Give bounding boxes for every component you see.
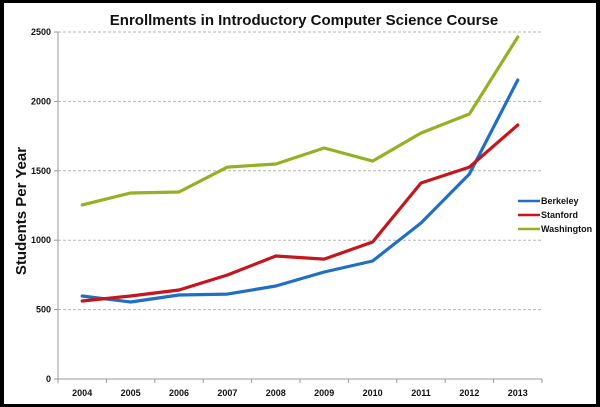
x-tick-label: 2005 (121, 388, 141, 398)
x-tick-label: 2006 (169, 388, 189, 398)
series-line-stanford (80, 123, 520, 303)
x-tick-label: 2010 (363, 388, 383, 398)
legend: Berkeley Stanford Washington (518, 196, 592, 234)
gridlines (58, 31, 542, 311)
y-tick-label: 2000 (31, 96, 51, 106)
x-tick-label: 2008 (266, 388, 286, 398)
y-tick-label: 2500 (31, 27, 51, 37)
chart-title: Enrollments in Introductory Computer Sci… (110, 12, 498, 29)
series-line-washington (80, 35, 520, 207)
y-tick-label: 1000 (31, 235, 51, 245)
x-tick-label: 2009 (314, 388, 334, 398)
y-axis-label: Students Per Year (13, 147, 30, 275)
x-tick-label: 2004 (72, 388, 92, 398)
y-tick-labels: 0 500 1000 1500 2000 2500 (31, 27, 51, 384)
x-tick-label: 2007 (217, 388, 237, 398)
x-tick-label: 2011 (411, 388, 431, 398)
y-tick-label: 0 (46, 374, 51, 384)
chart-canvas: Enrollments in Introductory Computer Sci… (4, 3, 596, 404)
series-lines (80, 35, 520, 304)
series-line-berkeley (80, 78, 520, 304)
legend-label-stanford: Stanford (541, 210, 578, 220)
x-tick-labels: 2004 2005 2006 2007 2008 2009 2010 2011 2012 2013 (72, 388, 528, 398)
legend-label-washington: Washington (541, 224, 592, 234)
axes (54, 31, 543, 383)
y-tick-label: 500 (36, 305, 51, 315)
line-chart: Enrollments in Introductory Computer Sci… (13, 12, 592, 398)
x-tick-label: 2012 (459, 388, 479, 398)
y-tick-label: 1500 (31, 166, 51, 176)
x-tick-label: 2013 (508, 388, 528, 398)
legend-label-berkeley: Berkeley (541, 196, 579, 206)
